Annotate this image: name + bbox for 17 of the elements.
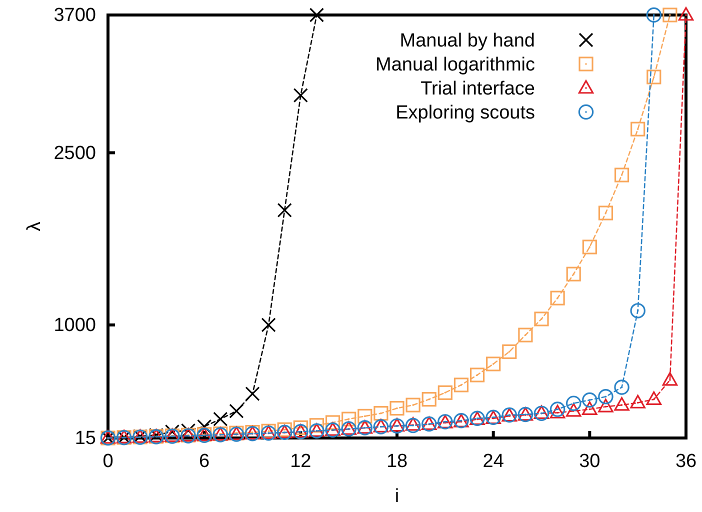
x-tick-label: 6 <box>199 451 210 472</box>
x-axis-title: i <box>394 486 400 507</box>
legend-label: Exploring scouts <box>396 102 535 124</box>
legend-label: Manual by hand <box>400 30 535 52</box>
x-tick-label: 30 <box>579 451 600 472</box>
y-tick-label: 1000 <box>54 315 96 336</box>
x-tick-label: 0 <box>102 451 114 472</box>
legend-label: Trial interface <box>420 78 535 100</box>
x-tick-label: 36 <box>675 451 697 472</box>
legend-label: Manual logarithmic <box>376 54 535 76</box>
y-tick-label: 3700 <box>54 5 96 26</box>
y-axis-title: λ <box>24 221 45 232</box>
y-tick-label: 15 <box>74 428 96 450</box>
x-tick-label: 18 <box>386 451 408 472</box>
y-tick-label: 2500 <box>54 142 96 164</box>
x-tick-label: 12 <box>290 451 312 472</box>
x-tick-label: 24 <box>482 451 504 472</box>
